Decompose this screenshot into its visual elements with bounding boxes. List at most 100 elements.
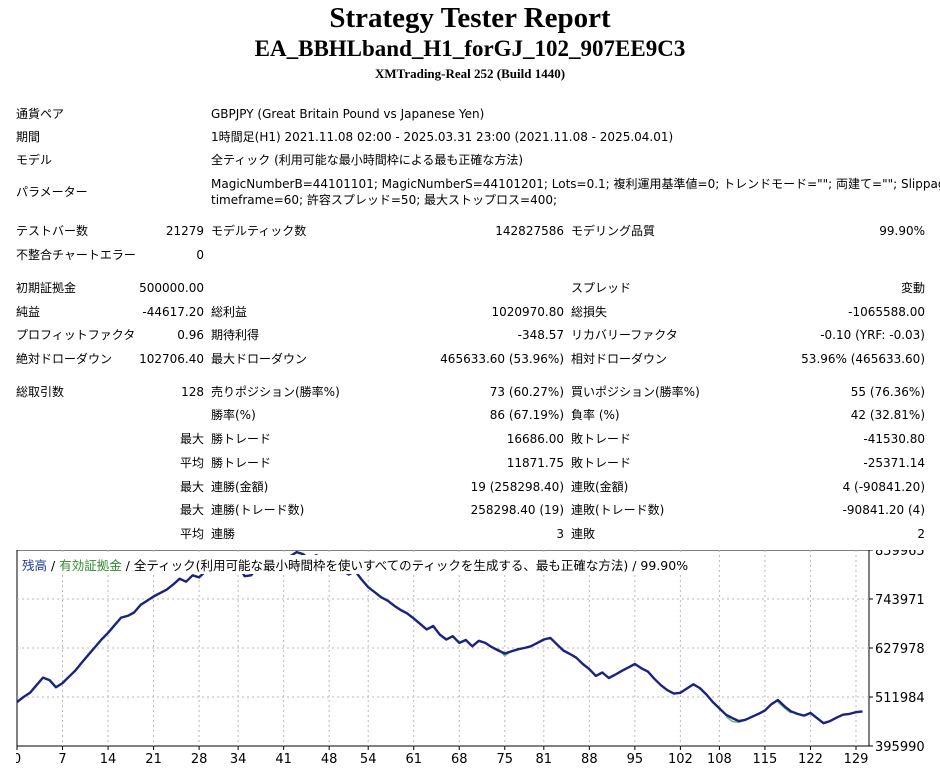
- average-prefix: 平均: [179, 456, 204, 470]
- profit-factor-value: 0.96: [177, 328, 204, 342]
- short-positions-label: 売りポジション(勝率%): [211, 385, 340, 399]
- x-tick-label: 81: [536, 752, 553, 767]
- recovery-factor-value: -0.10 (YRF: -0.03): [820, 328, 925, 342]
- x-tick-label: 21: [145, 752, 162, 767]
- expected-payoff-label: 期待利得: [211, 328, 260, 342]
- long-positions-label: 買いポジション(勝率%): [571, 385, 700, 399]
- avg-prefix-2: 平均: [179, 527, 204, 541]
- max-cons-lossamt-value: -90841.20 (4): [842, 503, 925, 517]
- x-tick-label: 122: [798, 752, 823, 767]
- max-cons-loss-amt-value: 4 (-90841.20): [842, 480, 925, 494]
- period-label: 期間: [16, 130, 41, 144]
- model-label: モデル: [16, 153, 53, 167]
- profit-factor-label: プロフィットファクタ: [16, 328, 136, 342]
- y-tick-label: 395990: [875, 740, 925, 755]
- largest-loss-value: -41530.80: [863, 432, 925, 446]
- rel-drawdown-value: 53.96% (465633.60): [801, 352, 925, 366]
- abs-drawdown-value: 102706.40: [139, 352, 204, 366]
- x-tick-label: 68: [451, 752, 468, 767]
- x-tick-label: 95: [627, 752, 644, 767]
- x-tick-label: 54: [360, 752, 377, 767]
- x-tick-label: 28: [191, 752, 208, 767]
- win-rate-label: 勝率(%): [211, 408, 256, 422]
- spread-label: スプレッド: [571, 281, 632, 295]
- gross-loss-label: 総損失: [571, 305, 608, 319]
- rel-drawdown-label: 相対ドローダウン: [571, 352, 668, 366]
- x-tick-label: 88: [581, 752, 598, 767]
- avg-win-label: 勝トレード: [211, 456, 272, 470]
- balance-line: [16, 550, 863, 725]
- y-tick-label: 627978: [875, 642, 925, 657]
- avg-cons-wins-value: 3: [556, 527, 564, 541]
- win-rate-value: 86 (67.19%): [489, 408, 564, 422]
- gross-loss-value: -1065588.00: [848, 305, 925, 319]
- long-positions-value: 55 (76.36%): [850, 385, 925, 399]
- report-title: Strategy Tester Report: [329, 2, 611, 34]
- equity-line: [777, 701, 792, 714]
- legend-description: 全ティック(利用可能な最小時間枠を使いすべてのティックを生成する、最も正確な方法…: [133, 558, 689, 573]
- x-tick-label: 75: [497, 752, 514, 767]
- net-profit-label: 純益: [16, 305, 41, 319]
- bars-label: テストバー数: [16, 224, 89, 238]
- max-prefix-1: 最大: [179, 480, 204, 494]
- x-tick-label: 0: [16, 752, 21, 767]
- gross-profit-value: 1020970.80: [491, 305, 564, 319]
- short-positions-value: 73 (60.27%): [489, 385, 564, 399]
- x-tick-label: 34: [230, 752, 247, 767]
- quality-label: モデリング品質: [571, 224, 656, 238]
- balance-chart: 859965 743971 627978 511984 395990 0 7 14 21 28 34…: [16, 550, 932, 769]
- params-label: パラメーター: [16, 185, 88, 199]
- mismatch-value: 0: [196, 248, 204, 262]
- max-cons-wins-amt-value: 19 (258298.40): [470, 480, 564, 494]
- x-tick-label: 48: [321, 752, 338, 767]
- gross-profit-label: 総利益: [211, 305, 248, 319]
- ticks-label: モデルティック数: [211, 224, 307, 238]
- x-tick-label: 102: [668, 752, 693, 767]
- avg-loss-value: -25371.14: [863, 456, 925, 470]
- deposit-value: 500000.00: [139, 281, 204, 295]
- legend-balance: 残高: [22, 558, 48, 573]
- x-tick-label: 7: [58, 752, 66, 767]
- max-cons-wins-amt-label: 連勝(金額): [211, 480, 269, 494]
- legend-sep-2: /: [121, 558, 134, 573]
- largest-win-value: 16686.00: [506, 432, 564, 446]
- total-trades-label: 総取引数: [16, 385, 65, 399]
- x-tick-label: 61: [405, 752, 422, 767]
- avg-cons-wins-label: 連勝: [211, 527, 236, 541]
- largest-prefix: 最大: [179, 432, 204, 446]
- max-drawdown-value: 465633.60 (53.96%): [440, 352, 564, 366]
- deposit-label: 初期証拠金: [16, 281, 77, 295]
- build-info: XMTrading-Real 252 (Build 1440): [374, 66, 566, 81]
- model-value: 全ティック (利用可能な最小時間枠による最も正確な方法): [211, 153, 524, 167]
- x-tick-label: 129: [844, 752, 869, 767]
- max-prefix-2: 最大: [179, 503, 204, 517]
- max-drawdown-label: 最大ドローダウン: [211, 352, 308, 366]
- loss-rate-label: 負率 (%): [571, 408, 620, 422]
- max-cons-profit-value: 258298.40 (19): [470, 503, 564, 517]
- legend-equity: 有効証拠金: [59, 558, 122, 573]
- legend-sep-1: /: [47, 558, 60, 573]
- ea-name: EA_BBHLband_H1_forGJ_102_907EE9C3: [254, 36, 686, 61]
- symbol-label: 通貨ペア: [16, 107, 65, 121]
- y-tick-label: 511984: [875, 691, 925, 706]
- y-tick-label: 743971: [875, 593, 925, 608]
- largest-win-label: 勝トレード: [211, 432, 272, 446]
- avg-loss-label: 敗トレード: [571, 456, 632, 470]
- max-cons-profit-label: 連勝(トレード数): [211, 503, 305, 517]
- x-tick-label: 41: [275, 752, 292, 767]
- loss-rate-value: 42 (32.81%): [850, 408, 925, 422]
- mismatch-label: 不整合チャートエラー: [16, 248, 136, 262]
- quality-value: 99.90%: [879, 224, 925, 238]
- abs-drawdown-label: 絶対ドローダウン: [16, 352, 113, 366]
- avg-win-value: 11871.75: [506, 456, 564, 470]
- period-value: 1時間足(H1) 2021.11.08 02:00 - 2025.03.31 2…: [211, 130, 674, 144]
- net-profit-value: -44617.20: [142, 305, 204, 319]
- recovery-factor-label: リカバリーファクタ: [571, 328, 678, 342]
- total-trades-value: 128: [181, 385, 204, 399]
- params-line-1: MagicNumberB=44101101; MagicNumberS=4410…: [211, 177, 940, 191]
- max-cons-lossamt-label: 連敗(トレード数): [571, 503, 665, 517]
- x-tick-label: 108: [707, 752, 732, 767]
- expected-payoff-value: -348.57: [517, 328, 564, 342]
- max-cons-loss-amt-label: 連敗(金額): [571, 480, 629, 494]
- spread-value: 変動: [900, 281, 925, 295]
